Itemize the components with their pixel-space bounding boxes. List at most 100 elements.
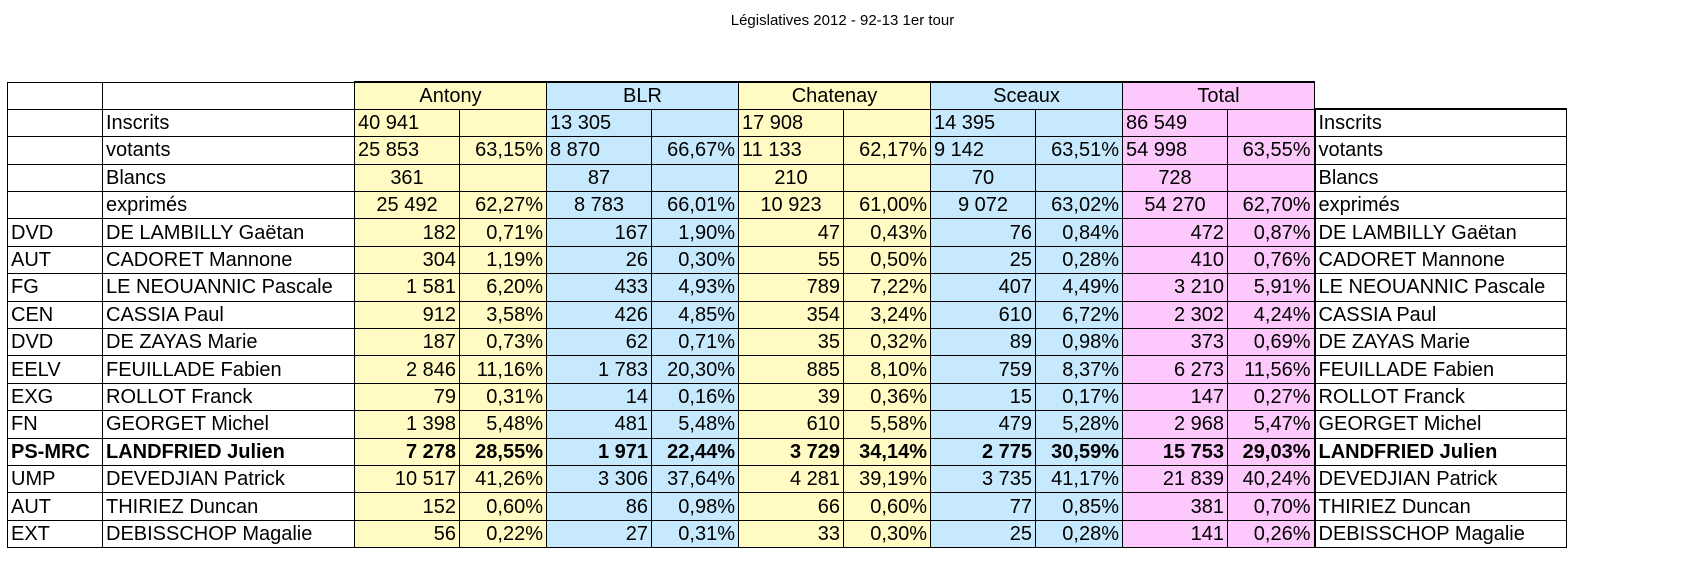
vote-count: 25 (930, 245, 1036, 275)
stat-percent (843, 163, 931, 193)
vote-percent: 0,76% (1227, 245, 1315, 275)
commune-header: Total (1122, 80, 1315, 110)
empty-cell (1315, 82, 1567, 109)
vote-percent: 5,48% (651, 410, 739, 439)
party-label: UMP (7, 464, 103, 494)
stat-value: 17 908 (738, 108, 844, 138)
stats-row: votants 25 853 63,15% 8 870 66,67% 11 133 62,1… (7, 136, 1567, 165)
party-label: DVD (7, 328, 103, 357)
candidate-row: UMP DEVEDJIAN Patrick 10 517 41,26% 3 306 37,… (7, 464, 1567, 494)
commune-header: Sceaux (930, 80, 1123, 110)
stat-percent (1035, 163, 1123, 193)
vote-percent: 0,70% (1227, 492, 1315, 521)
stat-percent: 66,67% (651, 136, 739, 165)
vote-count: 10 517 (354, 464, 460, 494)
vote-percent: 0,26% (1227, 519, 1315, 549)
vote-count: 7 278 (354, 437, 460, 466)
stat-percent: 63,51% (1035, 136, 1123, 165)
vote-percent: 0,28% (1035, 245, 1123, 275)
commune-header: Chatenay (738, 80, 931, 110)
vote-count: 433 (546, 273, 652, 302)
vote-percent: 6,20% (459, 273, 547, 302)
vote-percent: 0,71% (651, 328, 739, 357)
stat-label-right: Blancs (1313, 163, 1567, 193)
vote-count: 1 783 (546, 355, 652, 384)
party-label: EXG (7, 382, 103, 412)
candidate-name: ROLLOT Franck (102, 382, 355, 412)
vote-percent: 3,58% (459, 300, 547, 330)
vote-count: 407 (930, 273, 1036, 302)
vote-count: 373 (1122, 328, 1228, 357)
vote-count: 410 (1122, 245, 1228, 275)
candidate-row: PS-MRC LANDFRIED Julien 7 278 28,55% 1 971 22… (7, 437, 1567, 466)
vote-count: 3 210 (1122, 273, 1228, 302)
party-label: PS-MRC (7, 437, 103, 466)
party-label: AUT (7, 492, 103, 521)
vote-percent: 11,56% (1227, 355, 1315, 384)
stat-percent: 63,15% (459, 136, 547, 165)
vote-count: 15 (930, 382, 1036, 412)
stat-percent: 66,01% (651, 191, 739, 220)
candidate-name: CASSIA Paul (102, 300, 355, 330)
stat-percent: 62,70% (1227, 191, 1315, 220)
stat-value: 9 072 (930, 191, 1036, 220)
candidate-row: AUT THIRIEZ Duncan 152 0,60% 86 0,98% 66 0,60% 7… (7, 492, 1567, 521)
candidate-name-right: CASSIA Paul (1313, 300, 1567, 330)
vote-percent: 29,03% (1227, 437, 1315, 466)
stat-percent (1035, 108, 1123, 138)
candidate-name: DEBISSCHOP Magalie (102, 519, 355, 549)
stat-percent (843, 108, 931, 138)
vote-percent: 30,59% (1035, 437, 1123, 466)
stat-percent: 62,27% (459, 191, 547, 220)
candidate-row: AUT CADORET Mannone 304 1,19% 26 0,30% 55 0,50%… (7, 245, 1567, 275)
vote-count: 55 (738, 245, 844, 275)
vote-percent: 0,31% (651, 519, 739, 549)
vote-count: 610 (738, 410, 844, 439)
vote-count: 25 (930, 519, 1036, 549)
vote-percent: 34,14% (843, 437, 931, 466)
stat-percent (651, 108, 739, 138)
vote-percent: 0,84% (1035, 218, 1123, 247)
vote-count: 187 (354, 328, 460, 357)
stats-row: exprimés 25 492 62,27% 8 783 66,01% 10 923 61,… (7, 191, 1567, 220)
party-label: FG (7, 273, 103, 302)
stat-label: exprimés (102, 191, 355, 220)
vote-percent: 5,47% (1227, 410, 1315, 439)
candidate-name-right: GEORGET Michel (1313, 410, 1567, 439)
vote-count: 35 (738, 328, 844, 357)
empty-cell (102, 81, 355, 110)
vote-percent: 22,44% (651, 437, 739, 466)
vote-count: 610 (930, 300, 1036, 330)
candidate-name-right: ROLLOT Franck (1313, 382, 1567, 412)
vote-count: 381 (1122, 492, 1228, 521)
vote-percent: 0,31% (459, 382, 547, 412)
vote-count: 472 (1122, 218, 1228, 247)
candidate-name: LE NEOUANNIC Pascale (102, 273, 355, 302)
vote-count: 3 735 (930, 464, 1036, 494)
vote-count: 66 (738, 492, 844, 521)
vote-count: 56 (354, 519, 460, 549)
stat-percent (459, 108, 547, 138)
stat-value: 361 (354, 163, 460, 193)
candidate-row: DVD DE LAMBILLY Gaëtan 182 0,71% 167 1,90% 47 0… (7, 218, 1567, 247)
empty-cell (7, 163, 103, 193)
empty-cell (7, 136, 103, 165)
vote-count: 152 (354, 492, 460, 521)
empty-cell (7, 108, 103, 138)
vote-percent: 39,19% (843, 464, 931, 494)
party-label: CEN (7, 300, 103, 330)
candidate-name: LANDFRIED Julien (102, 437, 355, 466)
party-label: EXT (7, 519, 103, 549)
vote-count: 182 (354, 218, 460, 247)
stat-label: Blancs (102, 163, 355, 193)
vote-count: 89 (930, 328, 1036, 357)
stat-value: 40 941 (354, 108, 460, 138)
vote-percent: 0,30% (843, 519, 931, 549)
stat-label-right: votants (1313, 136, 1567, 165)
vote-count: 481 (546, 410, 652, 439)
stat-value: 13 305 (546, 108, 652, 138)
party-label: EELV (7, 355, 103, 384)
vote-percent: 11,16% (459, 355, 547, 384)
vote-count: 141 (1122, 519, 1228, 549)
vote-count: 789 (738, 273, 844, 302)
